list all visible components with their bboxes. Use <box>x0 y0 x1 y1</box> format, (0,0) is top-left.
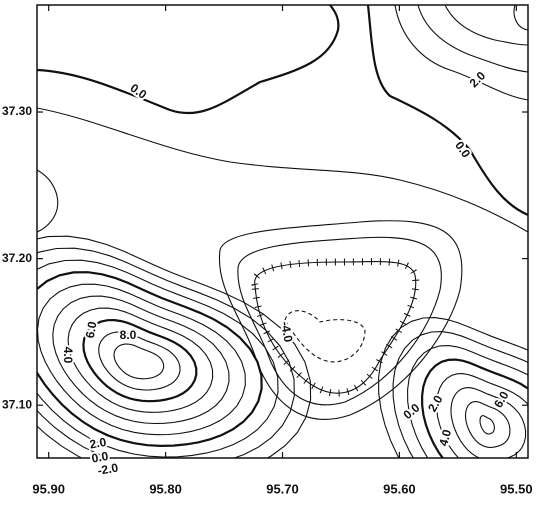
contour-line <box>82 318 198 403</box>
contour-label: -2.0 <box>96 460 119 477</box>
contour-line <box>417 5 528 73</box>
x-tick-label: 95.80 <box>149 481 182 496</box>
contour-line <box>67 307 214 413</box>
contour-line <box>113 343 165 380</box>
contour-line <box>37 283 246 436</box>
contour-label: 0.0 <box>452 139 473 161</box>
contour-line <box>450 387 527 458</box>
contour-line <box>237 236 442 406</box>
contour-label: 0.0 <box>401 400 423 422</box>
y-tick-label: 37.10 <box>2 397 32 411</box>
contour-line <box>37 271 263 448</box>
contour-line <box>37 247 295 458</box>
contour-line <box>394 5 528 101</box>
contour-line <box>366 5 528 217</box>
contour-line <box>98 331 181 391</box>
x-tick-label: 95.60 <box>383 481 416 496</box>
contour-label: 0.0 <box>90 449 109 466</box>
contour-label: 8.0 <box>120 328 137 342</box>
contour-line <box>378 317 528 458</box>
contour-line <box>464 401 511 448</box>
contour-label: 4.0 <box>436 428 454 448</box>
contour-label: 2.0 <box>88 435 107 452</box>
x-tick-label: 95.70 <box>266 481 299 496</box>
contour-line <box>436 373 528 458</box>
contour-line <box>37 235 312 458</box>
contour-label: 6.0 <box>83 320 100 339</box>
contour-label: 2.0 <box>467 68 489 90</box>
contour-line <box>420 358 528 458</box>
contour-label: 6.0 <box>491 389 512 411</box>
contour-line <box>37 169 59 233</box>
contour-line <box>392 331 528 458</box>
contour-line <box>37 5 340 115</box>
contour-line <box>37 107 528 233</box>
contour-line <box>407 345 528 458</box>
contour-label: 2.0 <box>425 393 446 415</box>
contour-label: -4.0 <box>278 320 295 343</box>
contour-line <box>513 5 528 31</box>
contour-label: 0.0 <box>128 81 150 102</box>
contour-label: 4.0 <box>61 347 75 364</box>
y-tick-label: 37.20 <box>2 251 32 265</box>
y-tick-label: 37.30 <box>2 104 32 118</box>
contour-line <box>52 295 230 425</box>
x-tick-label: 95.90 <box>32 481 65 496</box>
contour-line <box>284 310 366 363</box>
contour-line <box>37 259 279 458</box>
contour-lines <box>37 5 528 458</box>
contour-hachure <box>251 258 420 397</box>
x-tick-label: 95.50 <box>500 481 533 496</box>
contour-line <box>479 415 495 435</box>
contour-line <box>254 261 417 394</box>
contour-line <box>444 5 528 46</box>
